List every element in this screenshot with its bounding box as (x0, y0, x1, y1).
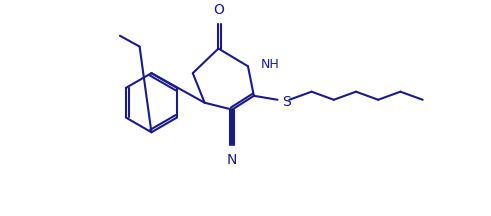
Text: S: S (282, 95, 291, 109)
Text: N: N (227, 153, 237, 167)
Text: O: O (213, 3, 224, 17)
Text: NH: NH (261, 58, 279, 71)
